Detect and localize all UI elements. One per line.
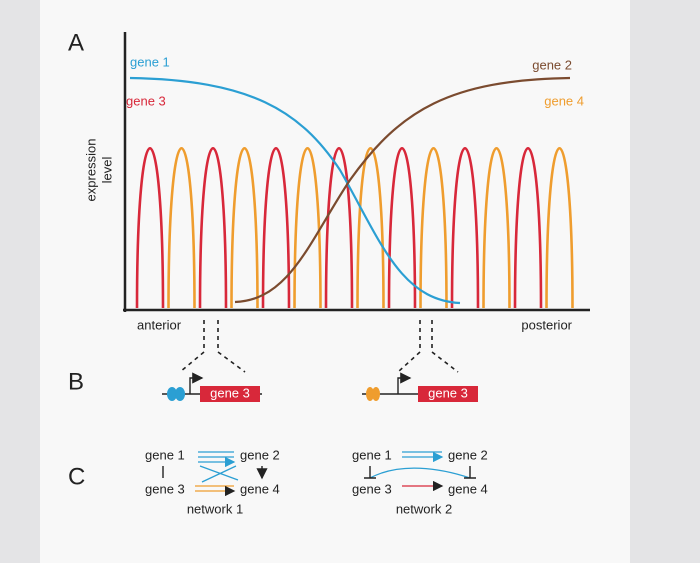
oscillation: [324, 146, 354, 309]
oscillation: [545, 146, 574, 309]
oscillation: [356, 146, 385, 309]
network: gene 1 gene 2 gene 3 gene 4 network 1: [145, 447, 280, 516]
x-axis-label: anterior: [137, 317, 182, 332]
node-label: gene 3: [145, 481, 185, 496]
gene-label: gene 3: [428, 385, 468, 400]
zoom-lines: [179, 320, 459, 373]
oscillation: [135, 146, 165, 309]
oscillation: [293, 146, 322, 309]
oscillations: [135, 146, 574, 309]
edge: [369, 467, 471, 479]
edge: [199, 465, 239, 483]
curve-label: gene 4: [544, 93, 584, 108]
node-label: gene 2: [448, 447, 488, 462]
y-axis-label: expression: [83, 139, 98, 202]
binding-site: [372, 387, 380, 401]
network-title: network 1: [187, 501, 243, 516]
panel-label: A: [68, 29, 84, 56]
oscillation: [513, 146, 543, 309]
node-label: gene 4: [448, 481, 488, 496]
binding-site: [366, 387, 374, 401]
edge: [162, 466, 262, 478]
panel-label: C: [68, 463, 85, 490]
y-axis-label: level: [99, 157, 114, 184]
panel-label: B: [68, 368, 84, 395]
network-title: network 2: [396, 501, 452, 516]
binding-site: [167, 387, 177, 401]
curve-label: gene 2: [532, 57, 572, 72]
gene-1-curve: [129, 76, 461, 305]
node-label: gene 1: [352, 447, 392, 462]
network: gene 1 gene 2 gene 3 gene 4 network 2: [352, 447, 488, 516]
node-label: gene 4: [240, 481, 280, 496]
oscillation: [198, 146, 228, 309]
oscillation: [419, 146, 448, 309]
oscillation: [450, 146, 480, 309]
edge: [364, 466, 476, 479]
curve-label: gene 1: [130, 54, 170, 69]
node-label: gene 1: [145, 447, 185, 462]
oscillation: [230, 146, 259, 309]
node-label: gene 2: [240, 447, 280, 462]
gene-box: [200, 386, 260, 402]
gene-label: gene 3: [210, 385, 250, 400]
gene-box: [418, 386, 478, 402]
binding-site: [175, 387, 185, 401]
promoter-arrow: [397, 372, 412, 394]
oscillation: [167, 146, 196, 309]
edge: [198, 451, 234, 462]
node-label: gene 3: [352, 481, 392, 496]
oscillation: [387, 146, 417, 309]
curve-label: gene 3: [126, 93, 166, 108]
edge: [402, 452, 442, 457]
oscillation: [261, 146, 291, 309]
x-axis-label: posterior: [521, 317, 572, 332]
gene-2-curve: [234, 76, 571, 304]
edge: [195, 486, 234, 491]
promoter-arrow: [189, 372, 204, 394]
oscillation: [482, 146, 511, 309]
